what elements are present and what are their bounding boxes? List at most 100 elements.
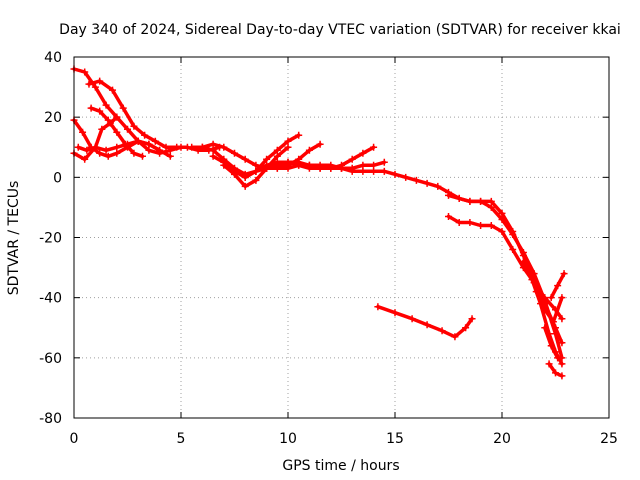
data-point-marker — [104, 116, 112, 124]
data-point-marker — [96, 77, 104, 85]
data-point-marker — [316, 140, 324, 148]
data-point-marker — [141, 131, 149, 139]
x-tick-label: 5 — [177, 431, 186, 447]
data-point-marker — [408, 315, 416, 323]
y-tick-label: -60 — [39, 351, 62, 367]
grid — [74, 57, 609, 418]
data-point-marker — [85, 80, 93, 88]
data-point-marker — [348, 167, 356, 175]
data-point-marker — [532, 288, 540, 296]
data-point-marker — [273, 146, 281, 154]
data-point-marker — [151, 137, 159, 145]
data-point-marker — [462, 324, 470, 332]
data-point-marker — [423, 179, 431, 187]
data-point-marker — [284, 164, 292, 172]
data-point-marker — [477, 221, 485, 229]
series-track-17 — [532, 288, 566, 326]
data-point-marker — [498, 209, 506, 217]
data-point-marker — [552, 369, 559, 377]
y-axis-label: SDTVAR / TECUs — [6, 181, 22, 296]
data-point-marker — [305, 161, 313, 169]
data-point-marker — [359, 149, 367, 157]
data-point-marker — [477, 197, 485, 205]
data-point-marker — [231, 170, 238, 178]
data-point-marker — [466, 197, 474, 205]
data-point-marker — [79, 128, 87, 136]
data-point-marker — [370, 167, 378, 175]
data-point-marker — [104, 152, 112, 160]
data-point-marker — [295, 131, 303, 139]
data-point-marker — [252, 161, 260, 169]
data-point-marker — [130, 122, 138, 130]
data-point-marker — [220, 143, 228, 151]
data-point-marker — [231, 149, 238, 157]
data-point-marker — [547, 294, 555, 302]
series-track-15 — [445, 212, 566, 323]
x-tick-label: 15 — [386, 431, 404, 447]
series-line — [376, 304, 474, 339]
data-point-marker — [466, 218, 474, 226]
data-point-marker — [327, 164, 335, 172]
data-point-marker — [241, 173, 249, 181]
data-point-marker — [121, 140, 129, 148]
data-point-marker — [558, 339, 566, 347]
data-point-marker — [434, 182, 442, 190]
data-point-marker — [263, 155, 271, 163]
data-point-marker — [402, 173, 410, 181]
series-track-18 — [547, 270, 568, 302]
data-point-marker — [498, 227, 506, 235]
data-point-marker — [263, 164, 271, 172]
data-point-marker — [96, 107, 104, 115]
series — [70, 65, 568, 380]
data-point-marker — [541, 306, 549, 314]
data-point-marker — [541, 294, 549, 302]
chart-title: Day 340 of 2024, Sidereal Day-to-day VTE… — [59, 22, 621, 38]
data-point-marker — [145, 146, 153, 154]
y-tick-label: 20 — [44, 110, 62, 126]
data-point-marker — [102, 146, 110, 154]
data-point-marker — [220, 155, 228, 163]
data-point-marker — [209, 140, 217, 148]
data-point-marker — [91, 143, 99, 151]
y-tick-label: 0 — [53, 170, 62, 186]
data-point-marker — [188, 143, 196, 151]
data-point-marker — [252, 176, 260, 184]
data-point-marker — [541, 324, 549, 332]
data-point-marker — [519, 252, 527, 260]
data-point-marker — [438, 327, 446, 335]
data-point-marker — [91, 83, 99, 91]
data-point-marker — [359, 167, 367, 175]
series-line — [534, 289, 564, 324]
data-point-marker — [455, 218, 463, 226]
data-point-marker — [560, 270, 568, 278]
x-tick-label: 0 — [70, 431, 79, 447]
data-point-marker — [231, 164, 238, 172]
x-tick-label: 20 — [493, 431, 511, 447]
series-track-19 — [545, 360, 566, 380]
data-point-marker — [198, 143, 206, 151]
data-point-marker — [273, 152, 281, 160]
data-point-marker — [558, 372, 566, 380]
data-point-marker — [423, 321, 431, 329]
series-track-20 — [541, 324, 562, 362]
data-point-marker — [273, 164, 281, 172]
y-tick-label: -80 — [39, 411, 62, 427]
data-point-marker — [554, 282, 562, 290]
data-point-marker — [468, 315, 476, 323]
data-point-marker — [509, 246, 517, 254]
data-point-marker — [487, 221, 495, 229]
data-point-marker — [173, 143, 181, 151]
data-point-marker — [209, 146, 217, 154]
data-point-marker — [547, 342, 555, 350]
y-tick-label: -20 — [39, 231, 62, 247]
x-axis-label: GPS time / hours — [282, 458, 399, 474]
plot-frame — [73, 56, 610, 419]
data-point-marker — [391, 170, 399, 178]
data-point-marker — [166, 152, 174, 160]
data-point-marker — [74, 143, 82, 151]
y-tick-label: -40 — [39, 291, 62, 307]
data-point-marker — [134, 137, 142, 145]
data-point-marker — [338, 164, 345, 172]
